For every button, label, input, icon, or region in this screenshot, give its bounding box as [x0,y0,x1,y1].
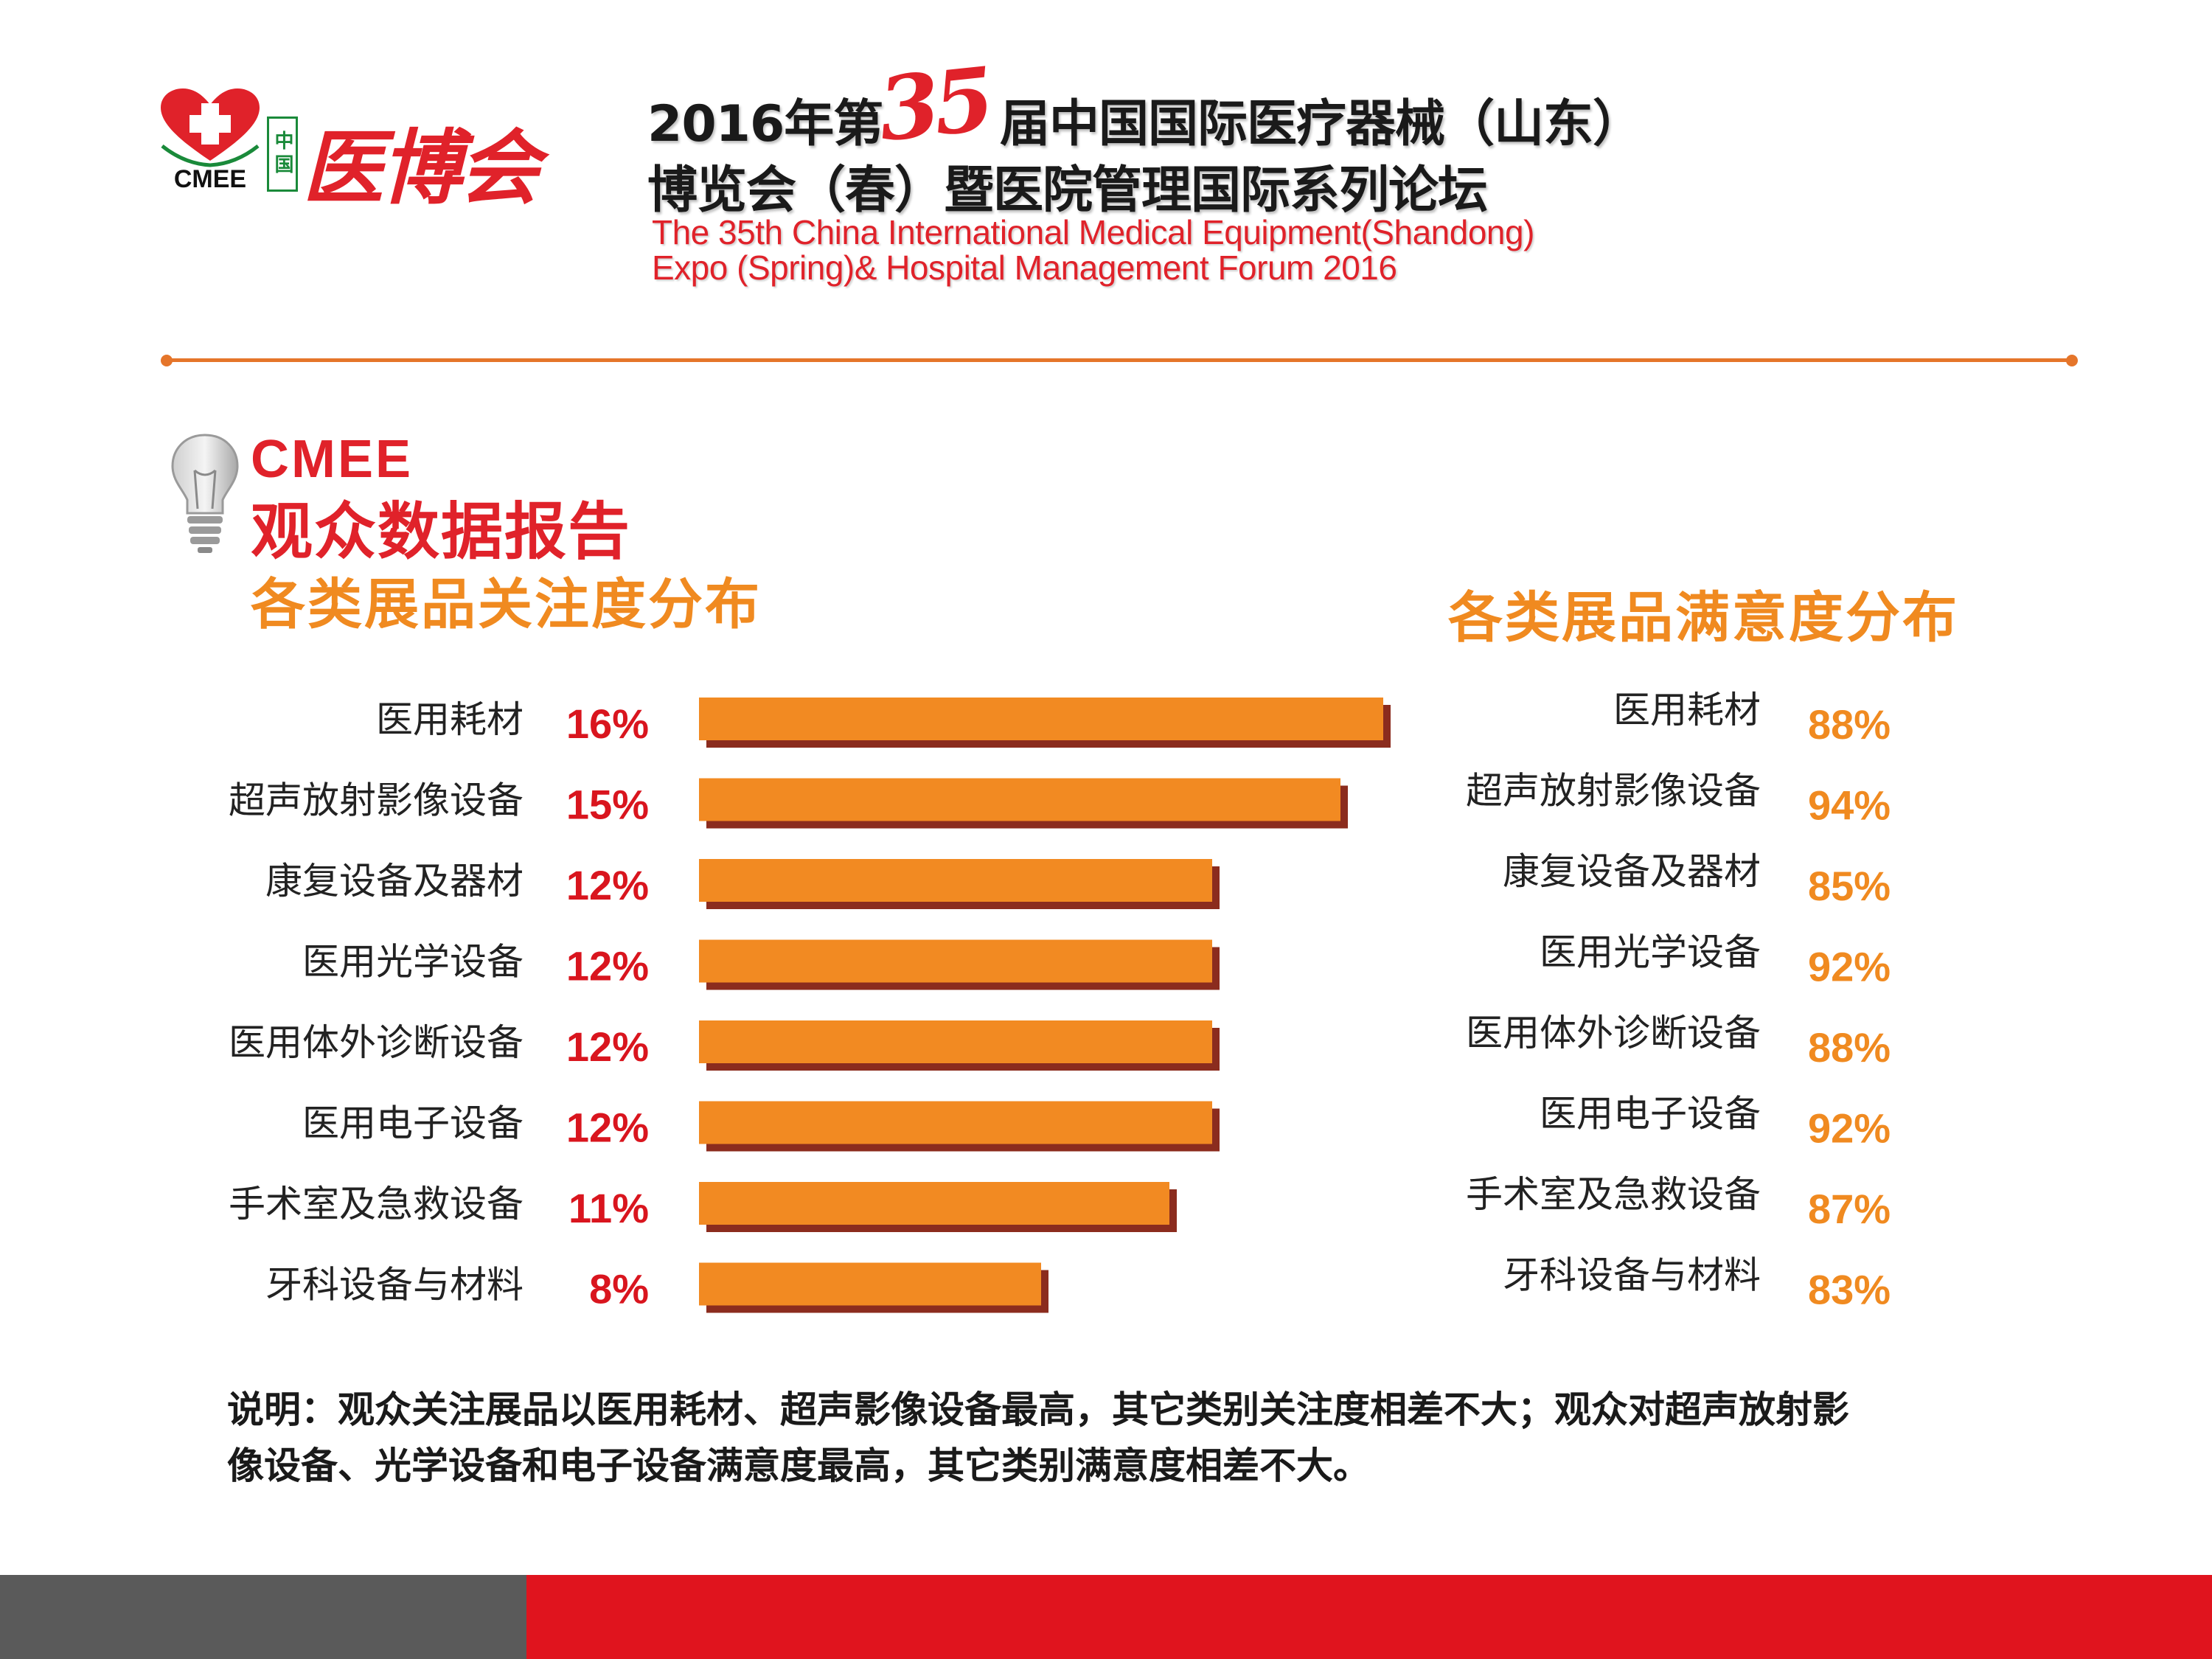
satisfaction-percent-label: 92% [1808,944,1891,990]
satisfaction-percent-label: 94% [1808,782,1891,829]
report-title: 观众数据报告 [251,495,632,568]
attention-bar [699,1101,1212,1144]
satisfaction-percent-label: 88% [1808,701,1891,748]
satisfaction-percent-label: 87% [1808,1186,1891,1232]
attention-percent-label: 16% [566,700,649,747]
attention-percent-label: 12% [566,862,649,908]
satisfaction-percent-label: 83% [1808,1267,1891,1313]
header-cn-line1-start: 2016年第 [647,95,883,153]
logo-china-text: 中国 [267,116,298,192]
divider-right-dot [2066,355,2078,366]
satisfaction-category-label: 手术室及急救设备 [1466,1173,1761,1216]
satisfaction-category-label: 康复设备及器材 [1503,850,1761,893]
attention-category-label: 超声放射影像设备 [229,779,524,822]
attention-category-label: 医用体外诊断设备 [229,1021,524,1064]
attention-percent-label: 8% [589,1266,649,1312]
header-cn-line2: 博览会（春）暨医院管理国际系列论坛 [647,161,1488,220]
satisfaction-table-title: 各类展品满意度分布 [1448,586,1959,650]
attention-category-label: 医用耗材 [376,698,524,741]
attention-bar [699,1020,1212,1063]
attention-bar [699,1262,1041,1306]
header-divider [164,358,2073,362]
satisfaction-category-label: 超声放射影像设备 [1466,770,1761,813]
cmee-logo: CMEE 中国 医博会 [155,87,540,215]
attention-bar [699,1182,1169,1225]
header-cn-line1-end: 届中国国际医疗器械（山东） [1000,95,1643,153]
footer-gray-bar [0,1575,526,1659]
satisfaction-percent-label: 92% [1808,1105,1891,1152]
attention-bar [699,778,1340,821]
satisfaction-category-label: 医用耗材 [1613,689,1761,731]
attention-percent-label: 12% [566,943,649,990]
satisfaction-percent-label: 85% [1808,863,1891,909]
lightbulb-icon [171,434,239,553]
attention-category-label: 医用电子设备 [302,1102,524,1145]
attention-category-label: 医用光学设备 [302,941,524,984]
attention-bar [699,859,1212,902]
header-en-line2: Expo (Spring)& Hospital Management Forum… [652,248,1397,287]
satisfaction-category-label: 牙科设备与材料 [1503,1254,1761,1297]
header-en-line1: The 35th China International Medical Equ… [652,213,1534,251]
attention-bar [699,939,1212,983]
satisfaction-percent-label: 88% [1808,1024,1891,1071]
attention-percent-label: 11% [568,1185,649,1231]
note-line-1: 说明：观众关注展品以医用耗材、超声影像设备最高，其它类别关注度相差不大；观众对超… [227,1388,1849,1431]
heart-cross-icon [161,88,260,167]
attention-percent-label: 15% [566,782,649,828]
attention-percent-label: 12% [566,1105,649,1151]
satisfaction-category-label: 医用光学设备 [1540,931,1761,974]
attention-category-label: 康复设备及器材 [265,860,524,902]
attention-bar [699,698,1383,740]
attention-percent-label: 12% [566,1023,649,1070]
attention-chart-title: 各类展品关注度分布 [251,573,762,636]
report-brand: CMEE [251,430,414,489]
satisfaction-category-label: 医用电子设备 [1540,1093,1761,1135]
attention-category-label: 手术室及急救设备 [229,1183,524,1225]
divider-left-dot [161,355,173,366]
note-line-2: 像设备、光学设备和电子设备满意度最高，其它类别满意度相差不大。 [227,1444,1370,1487]
logo-script-text: 医博会 [302,120,540,215]
footer-red-bar [526,1575,2212,1659]
attention-category-label: 牙科设备与材料 [265,1264,524,1307]
satisfaction-category-label: 医用体外诊断设备 [1466,1012,1761,1054]
logo-cmee-text: CMEE [173,165,247,193]
